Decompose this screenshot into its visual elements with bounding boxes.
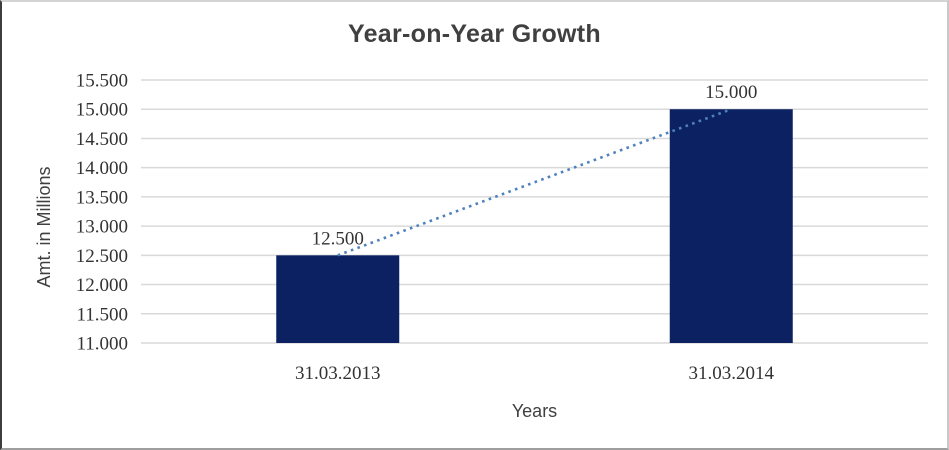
y-tick-label: 13.000 (76, 217, 128, 238)
data-label: 12.500 (312, 228, 364, 249)
x-tick-label: 31.03.2013 (295, 363, 381, 384)
y-tick-label: 11.000 (76, 334, 128, 355)
chart-title: Year-on-Year Growth (348, 20, 601, 48)
bar (276, 255, 400, 343)
y-tick-label: 14.500 (76, 129, 128, 150)
y-tick-label: 12.500 (76, 246, 128, 267)
y-tick-label: 13.500 (76, 187, 128, 208)
y-tick-label: 14.000 (76, 158, 128, 179)
y-tick-label: 15.500 (76, 71, 128, 92)
bar (669, 109, 793, 343)
y-tick-label: 11.500 (76, 304, 128, 325)
x-tick-label: 31.03.2014 (689, 363, 775, 384)
y-tick-label: 12.000 (76, 275, 128, 296)
data-label: 15.000 (705, 82, 757, 103)
x-axis-title: Years (511, 401, 558, 421)
y-tick-label: 15.000 (76, 100, 128, 121)
y-axis-title: Amt. in Millions (34, 166, 54, 288)
